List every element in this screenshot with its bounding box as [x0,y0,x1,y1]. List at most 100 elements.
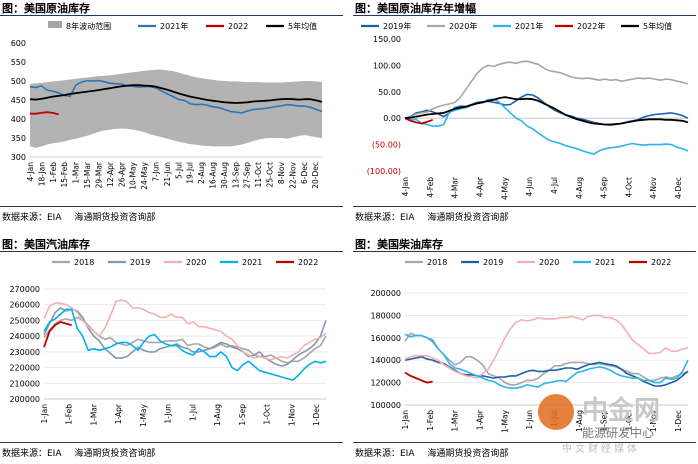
x-tick-label: 1-Oct [263,404,272,425]
title-rule [0,251,343,252]
x-tick-label: 13-Sep [231,162,240,189]
legend-label: 2022 [228,22,248,31]
legend-swatch [48,21,62,28]
chart-title: 图：美国原油库存年增幅 [355,2,476,15]
diesel-inventory-chart: 100000 120000 140000 160000 180000 200000 1-Ja… [370,258,689,433]
x-tick-label: 2-Aug [197,162,206,184]
x-tick-label: 4-Nov [649,176,658,199]
source-line: 数据来源：EIA 海通期货投资咨询部 [2,210,165,223]
y-tick-label: 0.00 [383,114,401,123]
source-rule [0,442,343,443]
series-line [43,321,72,348]
x-tick-label: 1-Sep [600,410,609,432]
x-tick-label: 4-Oct [624,177,633,198]
y-tick-label: 270000 [9,285,40,294]
source-org: 海通期货投资咨询部 [427,449,509,459]
y-tick-label: 220000 [9,364,40,373]
x-tick-label: 4-Feb [426,177,435,198]
x-tick-label: 16-Aug [209,162,218,189]
x-tick-label: 4-Aug [575,177,584,199]
y-tick-label: 230000 [9,348,40,357]
y-tick-label: 140000 [370,356,401,365]
legend-label: 2021年 [160,21,188,31]
x-tick-label: 26-Apr [117,161,126,187]
x-tick-label: 11-Oct [254,162,263,187]
series-line [404,98,689,155]
x-tick-label: 1-Mar [451,409,460,432]
source-org: 海通期货投资咨询部 [427,213,509,223]
x-tick-label: 7-Jun [151,162,160,182]
source-line: 数据来源：EIA 海通期货投资咨询部 [355,210,518,223]
legend-label: 2022 [298,258,318,267]
source-label: 数据来源：EIA [2,213,62,223]
x-tick-label: 1-Nov [287,403,296,426]
series-line [43,307,327,367]
legend-label: 2020 [186,258,206,267]
x-tick-label: 22-Nov [288,161,297,188]
source-label: 数据来源：EIA [355,449,415,459]
x-tick-label: 30-Aug [220,162,229,189]
source-label: 数据来源：EIA [355,213,415,223]
legend-label: 2019 [130,258,150,267]
x-tick-label: 4-Jan [401,177,410,197]
legend-label: 2021年 [515,21,543,31]
legend-label: 2020 [539,258,559,267]
y-tick-label: 350 [11,134,26,143]
source-label: 数据来源：EIA [2,449,62,459]
series-line [29,84,323,104]
x-tick-label: 1-Sep [238,404,247,426]
series-line [29,79,323,114]
panel-crude-inventory: 图：美国原油库存 300 350 400 450 500 550 600 4-Jan 18-Ja… [0,0,345,227]
watermark-caption: 中文财经媒体 [562,444,640,455]
legend-label: 2018 [74,258,94,267]
x-tick-label: 15-Mar [83,161,92,188]
source-org: 海通期货投资咨询部 [74,449,156,459]
x-tick-label: 4-Mar [451,176,460,199]
panel-crude-yoy: 图：美国原油库存年增幅 (100.00) (50.00) 0.00 50.00 100.… [353,0,698,227]
source-line: 数据来源：EIA 海通期货投资咨询部 [2,446,165,459]
legend-label: 2022年 [577,21,605,31]
x-tick-label: 5-Jul [174,162,183,179]
x-tick-label: 25-Oct [266,162,275,187]
chart-title: 图：美国柴油库存 [355,238,443,251]
x-tick-label: 1-Feb [65,404,74,425]
x-tick-label: 4-Apr [475,176,484,197]
legend-label: 5年均值 [288,21,317,31]
chart-title: 图：美国汽油库存 [2,238,90,251]
watermark-channel: 能源研发中心 [582,426,655,440]
y-tick-label: 50.00 [378,88,401,97]
series-line [43,308,327,381]
x-tick-label: 1-Jan [40,404,49,424]
series-line [404,371,433,384]
legend-label: 8年波动范围 [66,21,111,31]
legend-label: 2022 [651,258,671,267]
series-line [43,299,327,361]
series-line [404,314,689,379]
x-tick-label: 1-Jul [188,404,197,421]
x-tick-label: 1-Jun [525,410,534,430]
crude-yoy-chart: (100.00) (50.00) 0.00 50.00 100.00 150.00 4-Ja… [361,21,689,200]
x-tick-label: 1-May [500,409,509,433]
x-tick-label: 21-Jun [163,162,172,187]
y-tick-label: 600 [11,39,26,48]
y-tick-label: 150.00 [373,35,401,44]
y-tick-label: (100.00) [367,167,401,176]
x-tick-label: 1-Aug [575,410,584,432]
series-line [404,60,689,119]
chart-title: 图：美国原油库存 [2,2,90,15]
y-tick-label: 240000 [9,332,40,341]
gasoline-inventory-chart: 200000 210000 220000 230000 240000 250000 2600… [9,258,327,427]
source-rule [353,206,696,207]
legend-label: 2020年 [449,21,477,31]
y-tick-label: 450 [11,96,26,105]
x-tick-label: 24-May [140,161,149,189]
x-tick-label: 8-Nov [277,161,286,184]
x-tick-label: 1-Feb [426,410,435,431]
series-line [404,333,689,389]
legend-label: 2021 [242,258,262,267]
x-tick-label: 1-Dec [312,404,321,426]
panel-diesel-inventory: 图：美国柴油库存 100000 120000 140000 160000 180000 2… [353,236,698,463]
series-line [404,117,434,125]
y-tick-label: 180000 [370,311,401,320]
watermark-logo-icon [538,394,574,430]
